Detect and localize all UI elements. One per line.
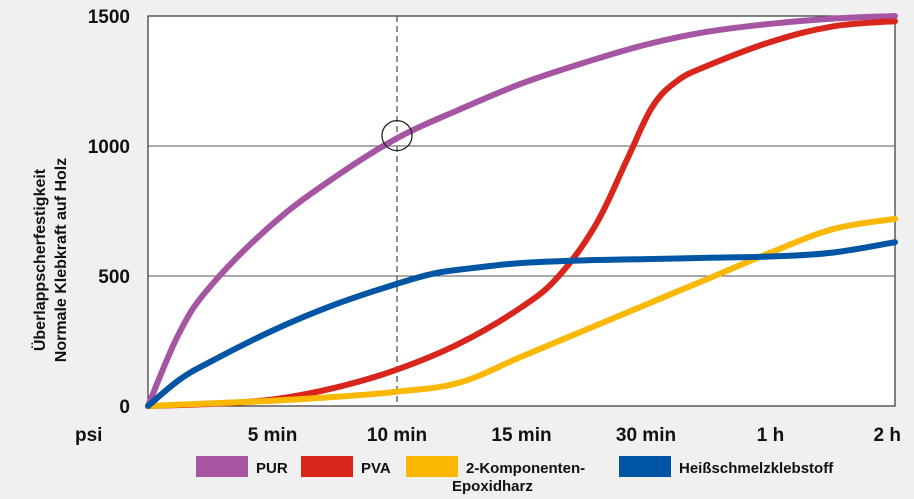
x-tick-label: 10 min <box>367 425 427 446</box>
legend-swatch <box>406 456 458 477</box>
y-tick-label: 1000 <box>88 137 130 158</box>
x-tick-label: 1 h <box>757 425 784 446</box>
legend-label: 2-Komponenten-Epoxidharz <box>452 460 585 495</box>
y-axis-label-line: Überlappscherfestigkeit <box>30 168 49 351</box>
y-tick-label: 500 <box>98 267 130 288</box>
series-line-2-komponenten-epoxidharz <box>145 215 898 409</box>
legend-swatch <box>196 456 248 477</box>
x-tick-label: 5 min <box>248 425 298 446</box>
x-tick-label: 2 h <box>874 425 901 446</box>
highlight-circle-marker <box>381 119 413 152</box>
legend-label-line: Epoxidharz <box>452 478 533 495</box>
y-tick-label: 0 <box>119 397 130 418</box>
plot-frame <box>147 15 896 407</box>
y-axis-label-line: Normale Klebkraft auf Holz <box>53 158 70 362</box>
y-axis-label: Überlappscherfestigkeit Normale Klebkraft… <box>30 158 70 362</box>
x-tick-label: 30 min <box>616 425 676 446</box>
legend-label-line: 2-Komponenten- <box>466 460 585 477</box>
plot-area <box>148 16 895 406</box>
legend-label: Heißschmelzklebstoff <box>679 460 834 477</box>
series-line-pur <box>145 13 898 409</box>
legend-swatch <box>619 456 671 477</box>
legend-label: PVA <box>361 460 391 477</box>
legend-label: PUR <box>256 460 288 477</box>
y-unit-label: psi <box>75 425 102 446</box>
y-tick-label: 1500 <box>88 7 130 28</box>
x-tick-label: 15 min <box>491 425 551 446</box>
legend-swatch <box>301 456 353 477</box>
series-line-pva <box>145 18 898 409</box>
series-line-hei-schmelzklebstoff <box>145 239 898 409</box>
